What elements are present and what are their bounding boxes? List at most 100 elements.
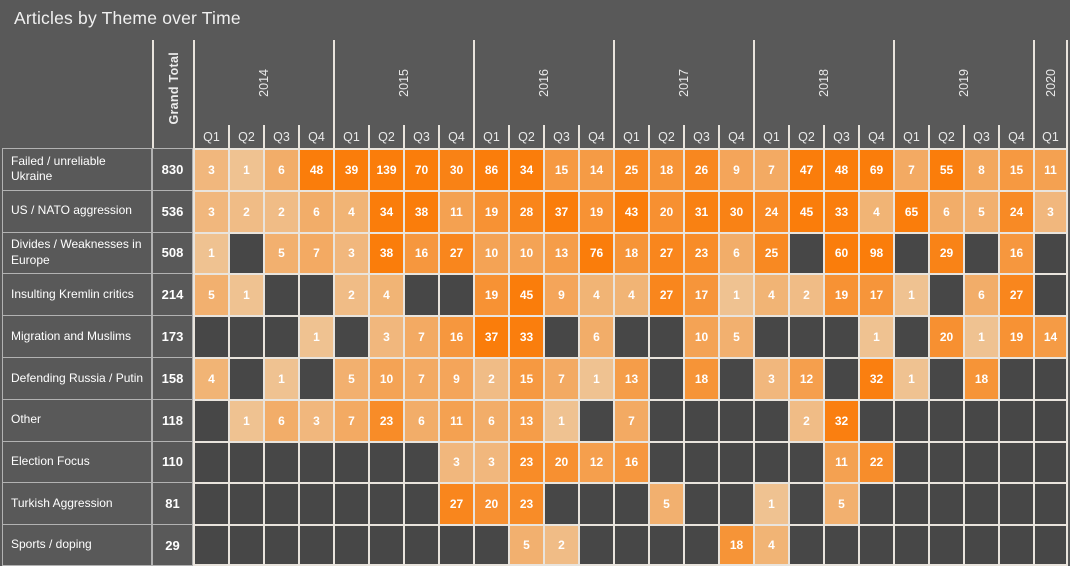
quarter-header[interactable]: Q1 xyxy=(893,125,928,148)
heatmap-cell[interactable]: 23 xyxy=(368,398,403,441)
heatmap-cell[interactable]: 10 xyxy=(473,231,508,274)
heatmap-cell[interactable]: 2 xyxy=(228,189,263,232)
heatmap-cell[interactable]: 23 xyxy=(508,482,543,525)
quarter-header[interactable]: Q2 xyxy=(928,125,963,148)
heatmap-cell[interactable]: 65 xyxy=(893,189,928,232)
heatmap-cell[interactable]: 15 xyxy=(508,356,543,399)
heatmap-cell[interactable]: 43 xyxy=(613,189,648,232)
quarter-header[interactable]: Q3 xyxy=(683,125,718,148)
heatmap-cell[interactable]: 4 xyxy=(858,189,893,232)
heatmap-cell[interactable]: 18 xyxy=(963,356,998,399)
heatmap-cell[interactable]: 3 xyxy=(1033,189,1068,232)
quarter-header[interactable]: Q2 xyxy=(648,125,683,148)
heatmap-cell[interactable]: 16 xyxy=(613,440,648,483)
heatmap-cell[interactable]: 24 xyxy=(753,189,788,232)
heatmap-cell[interactable]: 30 xyxy=(438,148,473,190)
heatmap-cell[interactable]: 32 xyxy=(823,398,858,441)
year-header[interactable]: 2019 xyxy=(893,40,1033,125)
heatmap-cell[interactable]: 5 xyxy=(333,356,368,399)
quarter-header[interactable]: Q3 xyxy=(963,125,998,148)
heatmap-cell[interactable]: 2 xyxy=(543,524,578,566)
heatmap-cell[interactable]: 7 xyxy=(753,148,788,190)
heatmap-cell[interactable]: 14 xyxy=(578,148,613,190)
heatmap-cell[interactable]: 2 xyxy=(788,273,823,316)
heatmap-cell[interactable]: 6 xyxy=(928,189,963,232)
heatmap-cell[interactable]: 12 xyxy=(788,356,823,399)
heatmap-cell[interactable]: 7 xyxy=(333,398,368,441)
heatmap-cell[interactable]: 2 xyxy=(333,273,368,316)
heatmap-cell[interactable]: 3 xyxy=(193,189,228,232)
heatmap-cell[interactable]: 70 xyxy=(403,148,438,190)
year-header[interactable]: 2017 xyxy=(613,40,753,125)
quarter-header[interactable]: Q1 xyxy=(1033,125,1068,148)
quarter-header[interactable]: Q1 xyxy=(193,125,228,148)
heatmap-cell[interactable]: 98 xyxy=(858,231,893,274)
heatmap-cell[interactable]: 17 xyxy=(683,273,718,316)
heatmap-cell[interactable]: 4 xyxy=(753,524,788,566)
grand-total-value[interactable]: 81 xyxy=(152,482,193,525)
heatmap-cell[interactable]: 27 xyxy=(438,482,473,525)
heatmap-cell[interactable]: 1 xyxy=(543,398,578,441)
heatmap-cell[interactable]: 27 xyxy=(998,273,1033,316)
heatmap-cell[interactable]: 8 xyxy=(963,148,998,190)
heatmap-cell[interactable]: 6 xyxy=(578,315,613,357)
heatmap-cell[interactable]: 14 xyxy=(1033,315,1068,357)
heatmap-cell[interactable]: 34 xyxy=(368,189,403,232)
heatmap-cell[interactable]: 13 xyxy=(613,356,648,399)
heatmap-cell[interactable]: 26 xyxy=(683,148,718,190)
heatmap-cell[interactable]: 3 xyxy=(438,440,473,483)
heatmap-cell[interactable]: 18 xyxy=(718,524,753,566)
year-header[interactable]: 2014 xyxy=(193,40,333,125)
grand-total-value[interactable]: 173 xyxy=(152,315,193,357)
row-label[interactable]: Insulting Kremlin critics xyxy=(2,273,152,316)
heatmap-cell[interactable]: 20 xyxy=(648,189,683,232)
heatmap-cell[interactable]: 31 xyxy=(683,189,718,232)
heatmap-cell[interactable]: 1 xyxy=(228,273,263,316)
heatmap-cell[interactable]: 5 xyxy=(718,315,753,357)
heatmap-cell[interactable]: 1 xyxy=(578,356,613,399)
grand-total-value[interactable]: 830 xyxy=(152,148,193,190)
heatmap-cell[interactable]: 6 xyxy=(263,148,298,190)
heatmap-cell[interactable]: 69 xyxy=(858,148,893,190)
heatmap-cell[interactable]: 2 xyxy=(473,356,508,399)
heatmap-cell[interactable]: 1 xyxy=(193,231,228,274)
quarter-header[interactable]: Q4 xyxy=(578,125,613,148)
heatmap-cell[interactable]: 3 xyxy=(473,440,508,483)
heatmap-cell[interactable]: 5 xyxy=(263,231,298,274)
grand-total-value[interactable]: 29 xyxy=(152,524,193,566)
heatmap-cell[interactable]: 20 xyxy=(928,315,963,357)
heatmap-cell[interactable]: 6 xyxy=(263,398,298,441)
heatmap-cell[interactable]: 1 xyxy=(753,482,788,525)
heatmap-cell[interactable]: 7 xyxy=(403,315,438,357)
heatmap-cell[interactable]: 1 xyxy=(963,315,998,357)
heatmap-cell[interactable]: 3 xyxy=(753,356,788,399)
heatmap-cell[interactable]: 19 xyxy=(473,189,508,232)
heatmap-cell[interactable]: 9 xyxy=(718,148,753,190)
heatmap-cell[interactable]: 1 xyxy=(298,315,333,357)
quarter-header[interactable]: Q2 xyxy=(788,125,823,148)
heatmap-cell[interactable]: 5 xyxy=(963,189,998,232)
heatmap-cell[interactable]: 20 xyxy=(473,482,508,525)
heatmap-cell[interactable]: 13 xyxy=(543,231,578,274)
heatmap-cell[interactable]: 1 xyxy=(858,315,893,357)
heatmap-cell[interactable]: 6 xyxy=(403,398,438,441)
heatmap-cell[interactable]: 16 xyxy=(403,231,438,274)
grand-total-value[interactable]: 536 xyxy=(152,189,193,232)
quarter-header[interactable]: Q1 xyxy=(753,125,788,148)
heatmap-cell[interactable]: 5 xyxy=(193,273,228,316)
heatmap-cell[interactable]: 3 xyxy=(333,231,368,274)
heatmap-cell[interactable]: 45 xyxy=(508,273,543,316)
year-header[interactable]: 2016 xyxy=(473,40,613,125)
heatmap-cell[interactable]: 7 xyxy=(893,148,928,190)
heatmap-cell[interactable]: 38 xyxy=(368,231,403,274)
heatmap-cell[interactable]: 27 xyxy=(438,231,473,274)
quarter-header[interactable]: Q4 xyxy=(298,125,333,148)
heatmap-cell[interactable]: 76 xyxy=(578,231,613,274)
quarter-header[interactable]: Q1 xyxy=(613,125,648,148)
heatmap-cell[interactable]: 5 xyxy=(648,482,683,525)
quarter-header[interactable]: Q4 xyxy=(718,125,753,148)
quarter-header[interactable]: Q2 xyxy=(508,125,543,148)
heatmap-cell[interactable]: 16 xyxy=(438,315,473,357)
heatmap-cell[interactable]: 20 xyxy=(543,440,578,483)
year-header[interactable]: 2018 xyxy=(753,40,893,125)
